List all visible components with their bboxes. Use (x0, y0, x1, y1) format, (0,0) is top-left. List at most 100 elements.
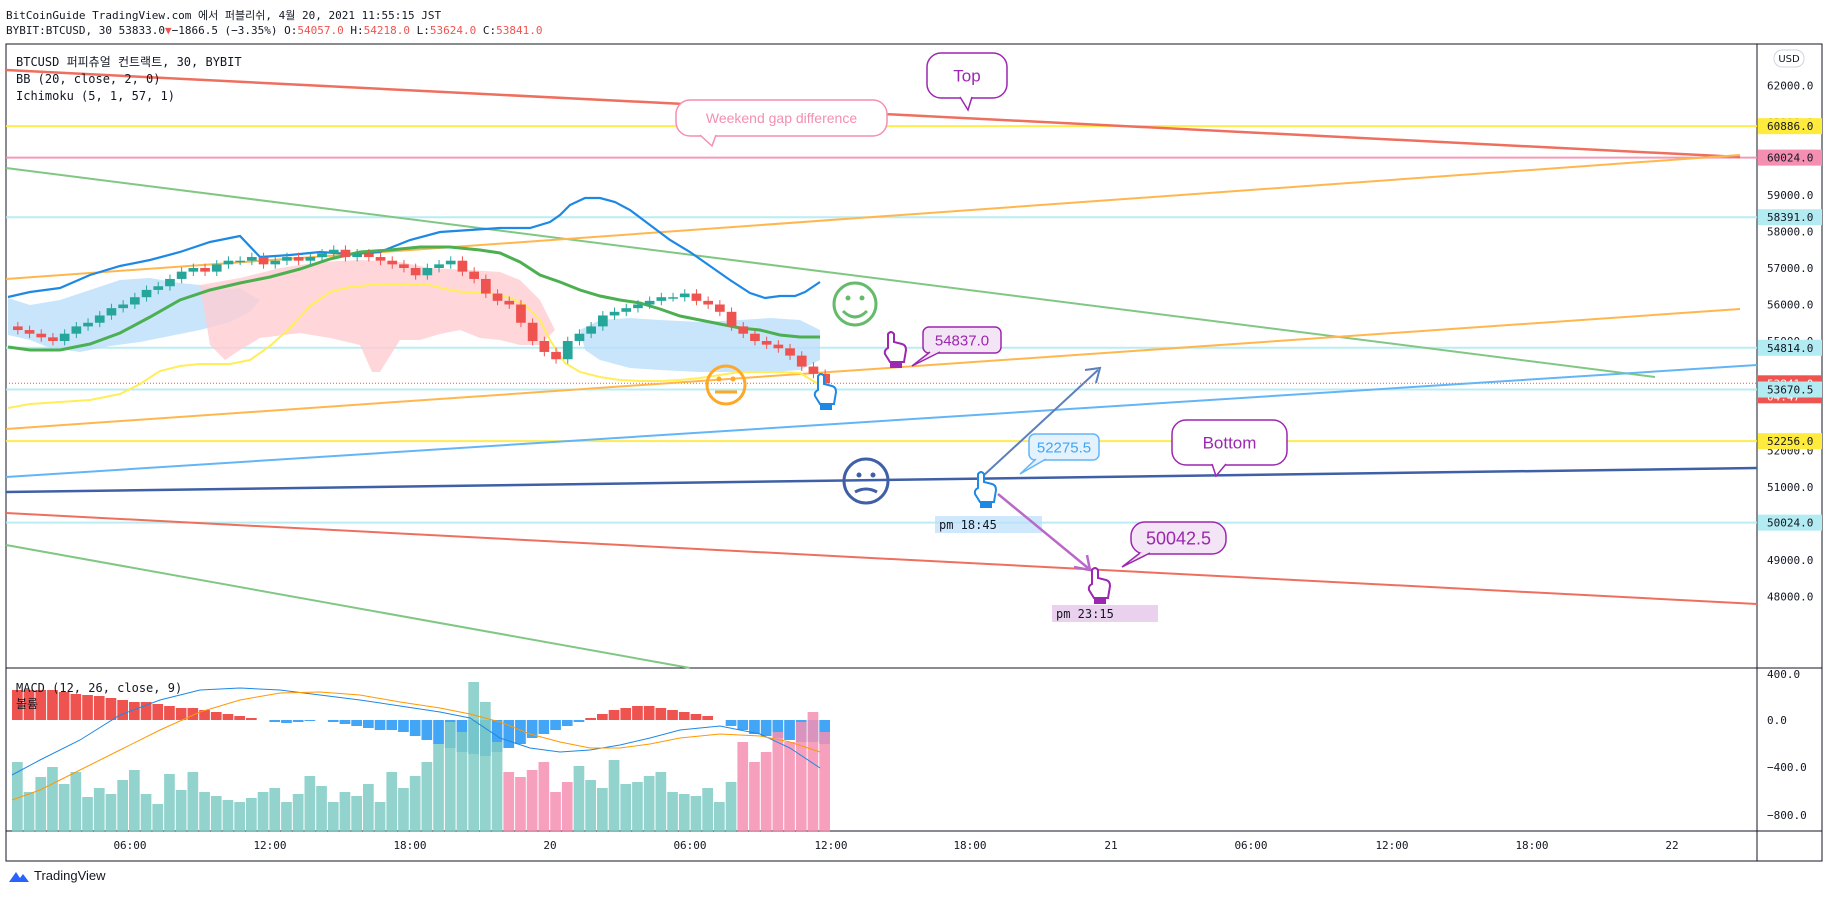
legend-ichimoku: Ichimoku (5, 1, 57, 1) (16, 89, 175, 103)
up-arrow-head (1084, 366, 1102, 384)
volume-bar (175, 790, 187, 832)
price-label-bg (1758, 339, 1822, 356)
price-tick: 48000.0 (1767, 591, 1813, 604)
candle-body (621, 308, 632, 312)
macd-bar (421, 720, 433, 740)
volume-bar (292, 794, 304, 832)
macd-bar (339, 720, 351, 724)
volume-bar (491, 742, 503, 832)
trend-green-lower (5, 544, 691, 669)
volume-bar (374, 802, 386, 832)
time-tick: 18:00 (1515, 839, 1548, 852)
volume-bar (550, 792, 561, 832)
candle-body (141, 289, 152, 298)
volume-bar (807, 712, 819, 832)
volume-bar (480, 702, 491, 832)
pointer-hand-icon-3-shape (973, 471, 998, 503)
macd-bar (281, 720, 292, 723)
volume-bar (351, 796, 362, 832)
target2-bubble-tail (1019, 458, 1047, 475)
low-label: L: (416, 24, 430, 37)
price-tick: 57000.0 (1767, 262, 1813, 275)
candle-body (153, 286, 164, 290)
candle-body (305, 257, 316, 261)
symbol-price: BYBIT:BTCUSD, 30 53833.0 (6, 24, 165, 37)
open-label: O: (284, 24, 298, 37)
volume-bar (12, 762, 23, 832)
candle-body (504, 300, 515, 305)
macd-bar (725, 720, 737, 726)
candle-body (750, 333, 760, 341)
macd-bar (561, 720, 573, 726)
time-tick: 18:00 (953, 839, 986, 852)
macd-signal (11, 691, 821, 801)
currency-badge[interactable] (1773, 49, 1805, 68)
volume-bar (784, 742, 795, 832)
neutral-face-icon-outline (705, 364, 747, 406)
macd-bar (374, 720, 386, 730)
macd-bar (117, 700, 128, 720)
target2-bubble-text: 52275.5 (1037, 439, 1091, 456)
legend-symbol: BTCUSD 퍼피츄얼 컨트랙트, 30, BYBIT (16, 55, 242, 69)
macd-bar (292, 720, 304, 722)
bottom-bubble-text: Bottom (1203, 434, 1257, 453)
macd-bar (351, 720, 362, 726)
price-change: −1866.5 (−3.35%) (171, 24, 278, 37)
volume-bar (456, 732, 468, 832)
price-label-bg (1758, 381, 1822, 398)
time1-bg (935, 516, 1042, 533)
candle-body (13, 326, 23, 331)
candle-body (738, 326, 749, 334)
candle-body (340, 249, 351, 258)
candle-body (165, 278, 175, 287)
volume-bar (257, 792, 269, 832)
bollinger-bands (7, 196, 821, 409)
candle-body (118, 304, 128, 309)
macd-tick: 400.0 (1767, 668, 1800, 681)
candle-body (691, 293, 702, 301)
target1-bubble-tail (911, 351, 941, 367)
legend-bb: BB (20, close, 2, 0) (16, 72, 161, 86)
candle-body (785, 348, 795, 356)
target3-bubble-text: 50042.5 (1146, 528, 1211, 548)
volume-bar (702, 788, 713, 832)
ichimoku-yellow (7, 282, 821, 409)
macd-bar (58, 692, 70, 720)
candle-body (644, 300, 655, 305)
candle-body (586, 326, 596, 334)
candle-body (387, 260, 398, 265)
volume-bar (526, 770, 538, 832)
dizzy-face-icon (842, 457, 890, 505)
time-tick: 12:00 (253, 839, 286, 852)
tradingview-logo[interactable]: TradingView (8, 868, 106, 883)
price-label: 50024.0 (1767, 517, 1813, 530)
volume-bar (210, 796, 222, 832)
macd-bar (784, 720, 795, 740)
macd-bar (667, 710, 678, 720)
candle-body (422, 268, 433, 276)
macd-bar (737, 720, 749, 730)
volume-bar (246, 798, 257, 832)
up-arrow-shaft (982, 369, 1099, 477)
price-tick: 51000.0 (1767, 481, 1813, 494)
volume-bar (327, 802, 339, 832)
macd-bar (643, 706, 655, 720)
macd-bar (702, 716, 713, 720)
target3-bubble-box (1130, 521, 1227, 555)
bottom-bubble-tail (1211, 463, 1227, 478)
volume-bar (93, 788, 105, 832)
pointer-hand-icon-3-cuff (980, 502, 992, 508)
macd-bar (222, 714, 234, 720)
volume-bar (538, 762, 550, 832)
pointer-hand-icon-2-cuff (820, 404, 832, 410)
candle-body (94, 315, 105, 323)
volume-bar (725, 782, 737, 832)
chart-frame (5, 43, 1823, 862)
down-arrow-head (1073, 554, 1092, 572)
candle-body (223, 260, 234, 265)
target3-bubble-tail (1121, 552, 1151, 568)
smile-face-icon-outline (832, 281, 878, 327)
volume-bar (234, 802, 245, 832)
volume-bar (561, 782, 573, 832)
